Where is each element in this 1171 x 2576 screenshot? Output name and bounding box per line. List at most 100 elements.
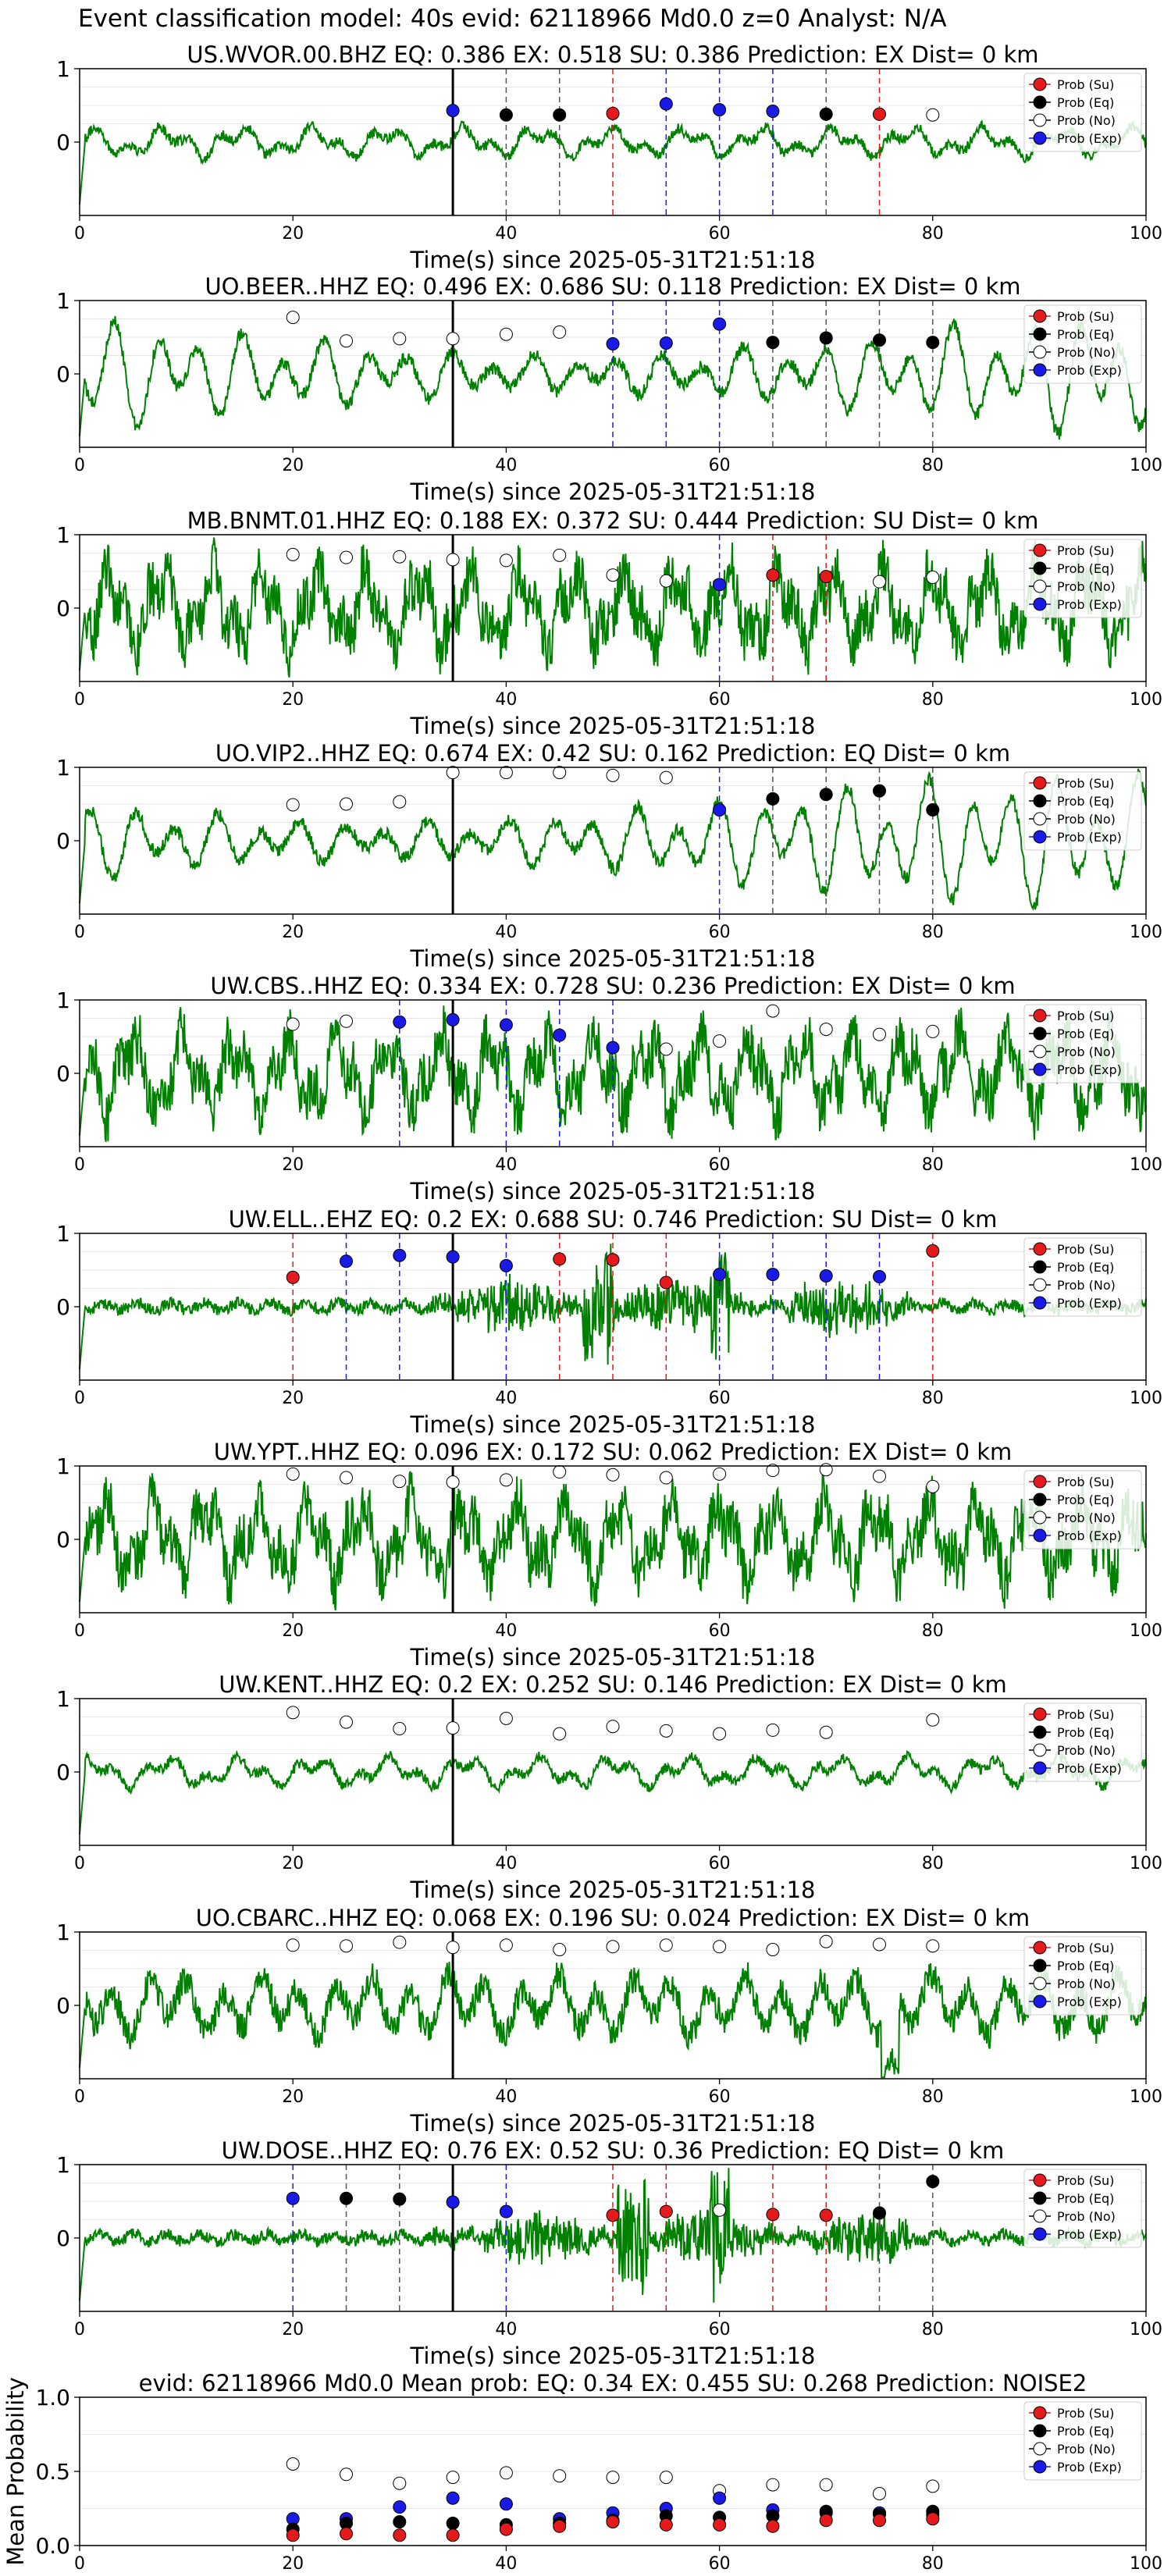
waveform-trace <box>79 1244 1147 1369</box>
probability-point <box>393 1722 407 1736</box>
x-tick-label: 80 <box>922 456 944 475</box>
legend-marker <box>1033 1296 1047 1310</box>
legend-marker <box>1033 1044 1047 1059</box>
legend-frame <box>1023 1237 1142 1317</box>
legend-label: Prob (No) <box>1057 2442 1116 2457</box>
legend-marker <box>1033 95 1047 109</box>
x-tick-label: 40 <box>495 2320 517 2339</box>
station-panel: US.WVOR.00.BHZ EQ: 0.386 EX: 0.518 SU: 0… <box>56 41 1162 273</box>
x-tick-label: 80 <box>922 1389 944 1408</box>
probability-point <box>713 1467 727 1481</box>
probability-point <box>499 108 513 122</box>
station-panel: UO.BEER..HHZ EQ: 0.496 EX: 0.686 SU: 0.1… <box>56 273 1162 505</box>
station-panel: UW.CBS..HHZ EQ: 0.334 EX: 0.728 SU: 0.23… <box>56 973 1162 1204</box>
probability-point <box>713 2203 727 2217</box>
probability-point <box>499 1473 513 1487</box>
probability-point <box>553 1943 567 1957</box>
legend-marker <box>1033 812 1047 826</box>
station-panel: UO.VIP2..HHZ EQ: 0.674 EX: 0.42 SU: 0.16… <box>56 740 1162 972</box>
x-tick-label: 40 <box>495 1621 517 1641</box>
probability-point <box>766 1723 780 1737</box>
probability-point <box>766 1464 780 1478</box>
x-tick-label: 60 <box>709 456 731 475</box>
chart-legend: Prob (Su) Prob (Eq) Prob (No) Prob (Exp) <box>1023 2401 1142 2481</box>
x-tick-label: 20 <box>282 224 304 244</box>
x-tick-label: 80 <box>922 1621 944 1641</box>
x-tick-label: 80 <box>922 2087 944 2107</box>
x-tick-label: 0 <box>74 2087 85 2107</box>
probability-point <box>446 1250 460 1264</box>
y-tick-label: 1 <box>56 1920 70 1945</box>
station-panel: UW.KENT..HHZ EQ: 0.2 EX: 0.252 SU: 0.146… <box>56 1671 1162 1903</box>
mean-probability-point <box>446 2491 460 2505</box>
legend-marker <box>1033 1761 1047 1775</box>
probability-point <box>286 1706 300 1720</box>
y-tick-label: 1 <box>56 987 70 1013</box>
mean-probability-point <box>340 2527 353 2541</box>
x-tick-label: 80 <box>922 224 944 244</box>
legend-marker <box>1033 579 1047 593</box>
probability-point <box>340 1939 353 1953</box>
probability-point <box>606 568 620 582</box>
mean-probability-point <box>393 2500 407 2514</box>
legend-marker <box>1033 830 1047 844</box>
probability-point <box>393 2192 407 2206</box>
legend-label: Prob (No) <box>1057 2209 1116 2224</box>
probability-point <box>499 1711 513 1725</box>
mean-probability-point <box>553 2519 567 2533</box>
probability-point <box>499 327 513 341</box>
probability-point <box>926 336 940 350</box>
legend-frame <box>1023 771 1142 851</box>
panel-title: UW.DOSE..HHZ EQ: 0.76 EX: 0.52 SU: 0.36 … <box>222 2137 1005 2164</box>
probability-point <box>926 1713 940 1727</box>
probability-point <box>926 571 940 585</box>
legend-marker <box>1033 1941 1047 1955</box>
probability-point <box>766 1004 780 1018</box>
mean-probability-panel: evid: 62118966 Md0.0 Mean prob: EQ: 0.34… <box>2 2370 1162 2574</box>
x-tick-label: 0 <box>74 690 85 710</box>
legend-marker <box>1033 2424 1047 2438</box>
mean-probability-point <box>873 2487 886 2500</box>
legend-label: Prob (Exp) <box>1057 1994 1122 2009</box>
legend-marker <box>1033 1510 1047 1525</box>
probability-point <box>340 2191 353 2205</box>
x-tick-label: 40 <box>495 456 517 475</box>
probability-point <box>659 1938 673 1952</box>
legend-frame <box>1023 1004 1142 1083</box>
probability-point <box>659 1042 673 1056</box>
mean-probability-point <box>606 2471 620 2485</box>
x-axis-label: Time(s) since 2025-05-31T21:51:18 <box>410 479 816 505</box>
x-axis-label: Time(s) since 2025-05-31T21:51:18 <box>410 1877 816 1903</box>
axes-frame <box>79 1931 1147 2080</box>
legend-label: Prob (Eq) <box>1057 1959 1114 1973</box>
y-tick-label: 0 <box>56 1527 70 1553</box>
probability-point <box>926 1244 940 1258</box>
probability-point <box>446 2195 460 2209</box>
probability-point <box>446 766 460 780</box>
x-tick-label: 100 <box>1130 456 1162 475</box>
legend-label: Prob (Su) <box>1057 1475 1114 1489</box>
probability-point <box>393 1015 407 1029</box>
legend-frame <box>1023 73 1142 152</box>
x-tick-label: 40 <box>495 2087 517 2107</box>
x-tick-label: 100 <box>1130 923 1162 942</box>
y-tick-label: 1 <box>56 1686 70 1712</box>
x-tick-label: 40 <box>495 224 517 244</box>
x-tick-label: 80 <box>922 1155 944 1175</box>
x-tick-label: 20 <box>282 1854 304 1873</box>
legend-label: Prob (Exp) <box>1057 597 1122 612</box>
waveform-trace <box>79 315 1147 440</box>
y-tick-label: 1 <box>56 522 70 548</box>
x-tick-label: 80 <box>922 923 944 942</box>
axes-frame <box>79 767 1147 915</box>
legend-label: Prob (No) <box>1057 1976 1116 1991</box>
x-tick-label: 60 <box>709 1389 731 1408</box>
y-tick-label: 0 <box>56 1993 70 2019</box>
x-tick-label: 80 <box>922 2554 944 2574</box>
y-tick-label: 0 <box>56 2226 70 2251</box>
probability-point <box>873 2206 886 2220</box>
legend-label: Prob (Eq) <box>1057 561 1114 576</box>
x-tick-label: 60 <box>709 923 731 942</box>
panel-title: UW.ELL..EHZ EQ: 0.2 EX: 0.688 SU: 0.746 … <box>229 1206 998 1233</box>
legend-marker <box>1033 2209 1047 2223</box>
